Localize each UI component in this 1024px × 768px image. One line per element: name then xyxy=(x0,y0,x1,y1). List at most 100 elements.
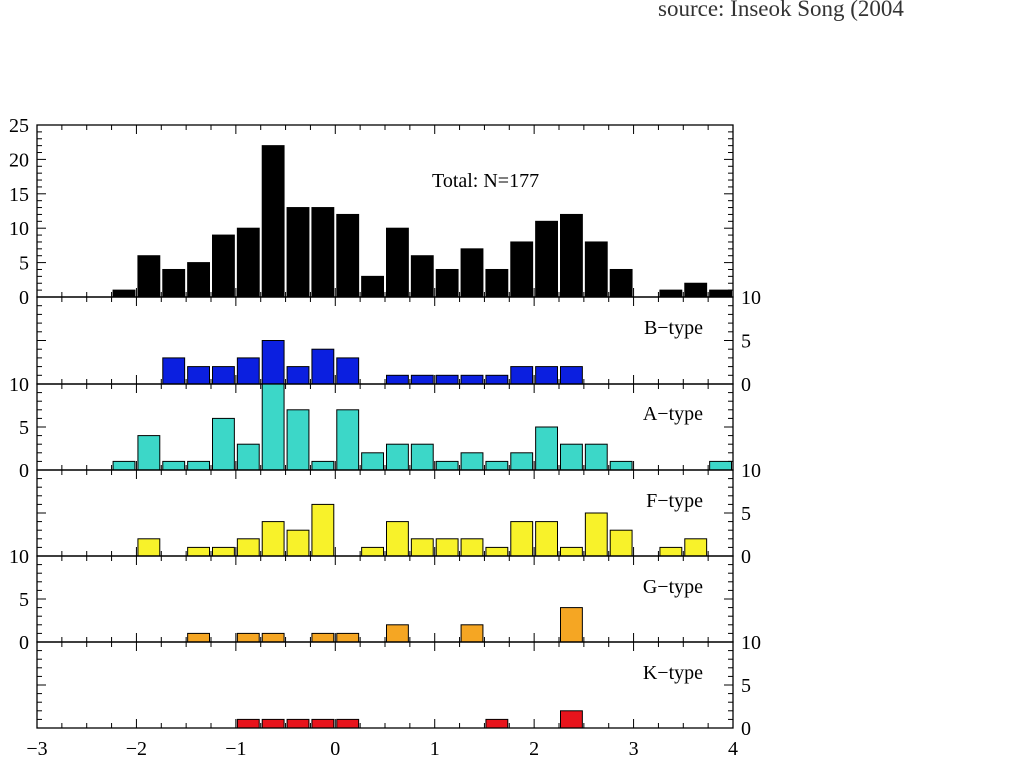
y-tick-label: 25 xyxy=(9,115,29,137)
bar-total-2 xyxy=(162,268,186,298)
y-tick-label: 0 xyxy=(19,632,29,654)
bar-g-type-3 xyxy=(311,632,335,643)
bar-b-type-2 xyxy=(212,366,235,385)
x-tick-label: 1 xyxy=(430,738,440,760)
bar-a-type-18 xyxy=(560,443,583,471)
bar-g-type-7 xyxy=(560,607,583,643)
bar-a-type-19 xyxy=(584,443,608,471)
y-tick-label: 0 xyxy=(741,546,751,568)
bar-a-type-6 xyxy=(261,383,285,471)
bar-k-type-0 xyxy=(236,718,260,729)
bar-b-type-3 xyxy=(236,357,260,385)
y-tick-label: 5 xyxy=(19,417,29,439)
y-tick-label: 10 xyxy=(741,287,761,309)
bar-total-5 xyxy=(236,227,260,298)
bar-f-type-3 xyxy=(236,538,260,557)
bar-a-type-16 xyxy=(510,452,534,471)
bar-g-type-6 xyxy=(460,624,484,643)
bar-a-type-1 xyxy=(137,435,161,471)
bar-total-1 xyxy=(137,255,161,298)
bar-total-0 xyxy=(112,289,136,298)
bar-total-22 xyxy=(684,282,708,298)
bar-b-type-1 xyxy=(187,366,210,385)
panel-frame xyxy=(36,555,734,643)
y-tick-label: 10 xyxy=(741,460,761,482)
bar-f-type-4 xyxy=(261,521,285,557)
bar-total-23 xyxy=(709,289,733,298)
bar-f-type-8 xyxy=(386,521,409,557)
panel-label-a-type: A−type xyxy=(643,403,703,425)
bar-f-type-19 xyxy=(684,538,708,557)
bar-total-7 xyxy=(286,207,310,298)
bar-total-4 xyxy=(212,234,235,298)
panel-k-type: 0 5 10 K−type xyxy=(36,632,761,740)
bar-b-type-7 xyxy=(336,357,360,385)
x-tick-label: −2 xyxy=(126,738,147,760)
x-tick-label: −3 xyxy=(26,738,47,760)
panel-f-type: 0 5 10 F−type xyxy=(36,460,761,568)
y-tick-label: 5 xyxy=(741,331,751,353)
bar-total-16 xyxy=(510,241,534,298)
bar-total-14 xyxy=(460,248,484,298)
bar-f-type-17 xyxy=(609,529,633,557)
histogram-panels: 0 5 10 15 20 25 Total: N=177 0 5 10 B−type 0 5 10 A−ty… xyxy=(9,115,761,740)
bar-b-type-9 xyxy=(410,374,434,385)
panel-label-total: Total: N=177 xyxy=(432,170,539,192)
bar-total-6 xyxy=(261,145,285,298)
y-tick-label: 10 xyxy=(9,218,29,240)
bar-a-type-12 xyxy=(410,443,434,471)
y-tick-label: 10 xyxy=(741,632,761,654)
panel-label-f-type: F−type xyxy=(646,490,703,512)
bar-f-type-0 xyxy=(137,538,161,557)
bar-f-type-14 xyxy=(535,521,559,557)
bar-b-type-6 xyxy=(311,348,335,385)
bar-f-type-2 xyxy=(212,546,235,557)
bar-b-type-11 xyxy=(460,374,484,385)
bar-a-type-14 xyxy=(460,452,484,471)
panel-label-g-type: G−type xyxy=(643,576,703,598)
y-tick-label: 15 xyxy=(9,184,29,206)
bar-a-type-10 xyxy=(361,452,384,471)
bar-total-21 xyxy=(659,289,683,298)
bar-k-type-3 xyxy=(311,718,335,729)
y-tick-label: 0 xyxy=(19,287,29,309)
bar-a-type-20 xyxy=(609,460,633,471)
bar-a-type-5 xyxy=(236,443,260,471)
bar-total-12 xyxy=(410,255,434,298)
y-tick-label: 0 xyxy=(741,718,751,740)
bar-k-type-4 xyxy=(336,718,360,729)
bar-a-type-13 xyxy=(435,460,459,471)
bar-total-15 xyxy=(485,268,509,298)
panel-g-type: 0 5 10 G−type xyxy=(9,546,734,654)
y-tick-label: 10 xyxy=(9,546,29,568)
bar-total-18 xyxy=(560,213,583,298)
source-note: source: Inseok Song (2004 xyxy=(658,0,904,21)
bar-g-type-2 xyxy=(261,632,285,643)
y-tick-label: 5 xyxy=(19,589,29,611)
bar-f-type-16 xyxy=(584,512,608,557)
bar-a-type-7 xyxy=(286,409,310,471)
bar-b-type-12 xyxy=(485,374,509,385)
bar-g-type-1 xyxy=(236,632,260,643)
y-tick-label: 0 xyxy=(19,460,29,482)
x-tick-label: 2 xyxy=(529,738,539,760)
x-axis-tick-labels: −3 −2 −1 0 1 2 3 4 xyxy=(26,738,738,760)
bar-b-type-5 xyxy=(286,366,310,385)
bar-f-type-1 xyxy=(187,546,210,557)
x-tick-label: 3 xyxy=(629,738,639,760)
bar-a-type-9 xyxy=(336,409,360,471)
panel-total: 0 5 10 15 20 25 Total: N=177 xyxy=(9,115,734,309)
y-tick-label: 20 xyxy=(9,149,29,171)
bar-total-8 xyxy=(311,207,335,298)
panel-a-type: 0 5 10 A−type xyxy=(9,374,734,482)
bar-total-19 xyxy=(584,241,608,298)
panel-frame xyxy=(36,641,734,729)
bar-f-type-6 xyxy=(311,503,335,557)
y-tick-label: 5 xyxy=(741,675,751,697)
bar-f-type-11 xyxy=(460,538,484,557)
bar-k-type-1 xyxy=(261,718,285,729)
y-tick-label: 5 xyxy=(19,253,29,275)
bar-a-type-11 xyxy=(386,443,409,471)
bar-f-type-13 xyxy=(510,521,534,557)
x-tick-label: 4 xyxy=(728,738,738,760)
